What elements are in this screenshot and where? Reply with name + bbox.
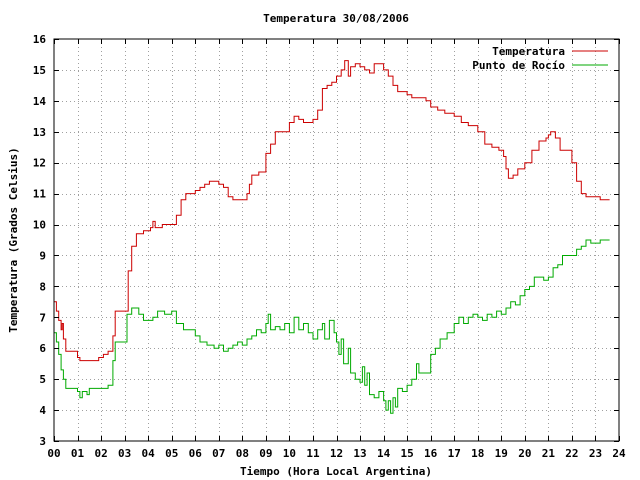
y-tick-labels: 3 4 5 6 7 8 9 10 11 12 13 14 15 16: [33, 33, 47, 448]
x-tick-label: 17: [448, 447, 461, 460]
y-tick-label: 10: [33, 219, 46, 232]
y-tick-label: 6: [39, 342, 46, 355]
y-tick-label: 11: [33, 188, 47, 201]
y-tick-label: 8: [39, 280, 46, 293]
y-tick-label: 16: [33, 33, 47, 46]
x-tick-label: 08: [236, 447, 249, 460]
y-tick-label: 7: [39, 311, 46, 324]
x-tick-label: 13: [353, 447, 366, 460]
series: [54, 60, 610, 414]
x-tick-label: 21: [542, 447, 556, 460]
plot-frame: [53, 38, 620, 442]
y-tick-label: 4: [39, 404, 46, 417]
series-line-0: [54, 60, 610, 362]
x-tick-label: 03: [118, 447, 131, 460]
x-tick-label: 18: [471, 447, 484, 460]
x-tick-label: 16: [424, 447, 438, 460]
series-line-1: [54, 239, 610, 414]
y-tick-label: 3: [39, 435, 46, 448]
x-tick-label: 07: [212, 447, 225, 460]
grid: [54, 39, 619, 441]
x-tick-label: 11: [306, 447, 320, 460]
y-tick-label: 14: [33, 95, 47, 108]
x-tick-label: 05: [165, 447, 178, 460]
y-axis-label: Temperatura (Grados Celsius): [7, 147, 20, 332]
y-tick-label: 5: [39, 373, 46, 386]
y-tick-label: 13: [33, 126, 46, 139]
x-tick-label: 09: [259, 447, 272, 460]
legend-label: Temperatura: [492, 45, 565, 58]
ticks: [54, 39, 620, 442]
x-tick-label: 22: [565, 447, 578, 460]
x-tick-label: 00: [47, 447, 60, 460]
y-tick-label: 15: [33, 64, 46, 77]
x-tick-label: 24: [612, 447, 626, 460]
x-tick-label: 23: [589, 447, 602, 460]
x-tick-label: 10: [283, 447, 296, 460]
legend-label: Punto de Rocío: [472, 59, 565, 72]
x-tick-label: 01: [71, 447, 85, 460]
x-tick-label: 15: [401, 447, 414, 460]
x-tick-label: 04: [142, 447, 156, 460]
x-tick-labels: 00 01 02 03 04 05 06 07 08 09 10 11 12 13 14 15 16 17 18 19…: [47, 447, 626, 460]
x-tick-label: 19: [495, 447, 508, 460]
x-tick-label: 14: [377, 447, 391, 460]
x-axis-label: Tiempo (Hora Local Argentina): [240, 465, 432, 478]
x-tick-label: 12: [330, 447, 343, 460]
y-tick-label: 9: [39, 249, 46, 262]
chart-title: Temperatura 30/08/2006: [263, 12, 409, 25]
x-tick-label: 02: [94, 447, 107, 460]
y-tick-label: 12: [33, 157, 46, 170]
x-tick-label: 20: [518, 447, 531, 460]
x-tick-label: 06: [189, 447, 203, 460]
